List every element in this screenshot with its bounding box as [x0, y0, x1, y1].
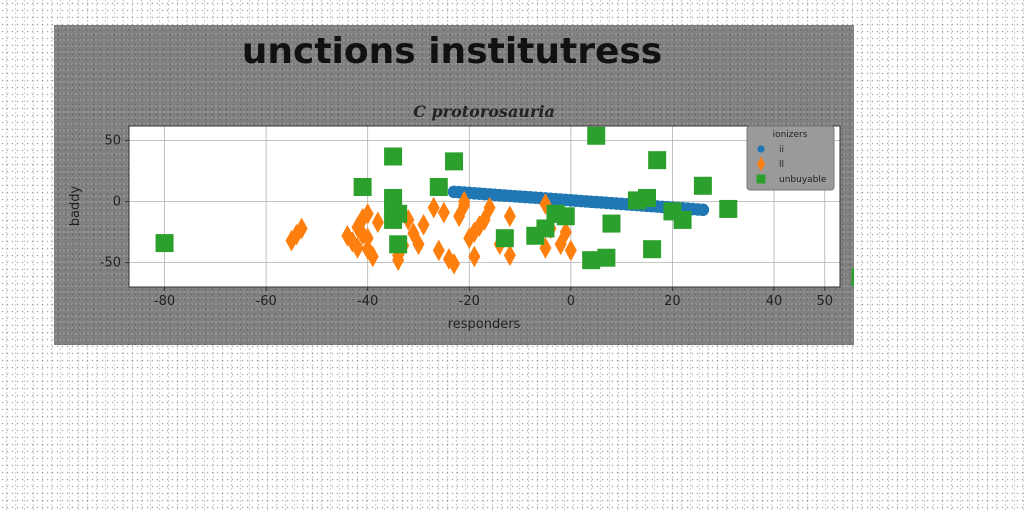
unbuyable-point [582, 251, 601, 270]
axes-title: C protorosauria [413, 102, 555, 121]
ll-point [468, 245, 481, 268]
ll-point [478, 209, 491, 231]
ll-point [554, 233, 567, 256]
ll-point [432, 239, 445, 262]
unbuyable-point [536, 219, 555, 238]
y-tick-label: 50 [104, 134, 121, 149]
x-tick-label: 0 [567, 294, 575, 309]
figure-panel: unctions institutress C protorosauria -8… [54, 25, 854, 345]
unbuyable-point [389, 235, 408, 254]
unbuyable-point [851, 268, 854, 287]
ll-point [503, 244, 516, 267]
legend-label-unbuyable: unbuyable [779, 175, 827, 185]
ll-point [468, 221, 481, 243]
ll-point [351, 237, 364, 259]
y-tick-label: 0 [113, 195, 121, 210]
x-tick-label: 40 [766, 294, 783, 309]
legend-title: ionizers [773, 130, 808, 140]
ll-point [356, 207, 369, 230]
unbuyable-point [445, 152, 464, 171]
unbuyable-point [384, 147, 403, 166]
ll-point [361, 227, 374, 250]
legend-label-ii: ii [779, 145, 784, 155]
x-tick-label: -20 [459, 294, 480, 309]
x-tick-label: 50 [816, 294, 833, 309]
y-axis-label: baddy [68, 185, 83, 226]
unbuyable-point [643, 240, 662, 259]
ll-point [559, 221, 572, 243]
unbuyable-point [353, 177, 372, 196]
ll-point [417, 213, 430, 236]
x-tick-label: 20 [664, 294, 681, 309]
ll-point [437, 201, 450, 224]
ll-point [427, 196, 440, 219]
unbuyable-point [587, 126, 606, 145]
legend-marker-ii [757, 145, 765, 153]
ll-point [361, 203, 374, 225]
unbuyable-point [648, 151, 667, 170]
legend-label-ll: ll [779, 160, 784, 170]
unbuyable-point [597, 248, 616, 267]
ll-point [366, 245, 379, 268]
ll-point [463, 227, 476, 250]
ll-point [407, 222, 420, 245]
series-layer [155, 126, 854, 287]
ll-point [402, 209, 415, 231]
ll-point [503, 205, 516, 228]
ll-point [356, 223, 369, 246]
y-tick-label: -50 [100, 256, 121, 271]
unbuyable-point [693, 176, 712, 195]
ll-point [564, 239, 577, 262]
x-axis-label: responders [448, 317, 521, 332]
legend-box [746, 125, 835, 191]
ll-point [351, 216, 364, 239]
ll-point [295, 217, 308, 240]
legend-marker-ll [757, 156, 765, 172]
ll-point [285, 229, 298, 252]
series-unbuyable [155, 126, 854, 287]
unbuyable-point [556, 207, 575, 226]
figure-suptitle: unctions institutress [242, 31, 663, 72]
unbuyable-point [719, 199, 738, 218]
x-tick-label: -40 [357, 294, 378, 309]
unbuyable-point [389, 204, 408, 223]
ll-point [448, 253, 461, 275]
unbuyable-point [638, 188, 657, 207]
x-tick-label: -80 [154, 294, 175, 309]
legend: ionizers ii ll unbuyable [746, 125, 835, 191]
legend-marker-unbuyable [756, 174, 766, 184]
plot-frame [128, 125, 841, 288]
unbuyable-point [673, 210, 692, 229]
ll-point [483, 196, 496, 219]
legend-entries: ii ll unbuyable [756, 145, 827, 185]
ll-point [473, 215, 486, 237]
ll-point [341, 224, 354, 247]
tick-layer: -80 -60 -40 -20 0 20 40 50 50 0 -50 [100, 134, 833, 309]
x-tick-label: -60 [256, 294, 277, 309]
ll-point [458, 194, 471, 217]
ll-point [371, 211, 384, 234]
unbuyable-point [602, 214, 621, 233]
unbuyable-point [155, 234, 174, 253]
unbuyable-point [429, 177, 448, 196]
chart-svg: unctions institutress C protorosauria -8… [68, 31, 854, 332]
ii-point [696, 203, 710, 217]
unbuyable-point [495, 229, 514, 248]
ll-point [412, 233, 425, 256]
